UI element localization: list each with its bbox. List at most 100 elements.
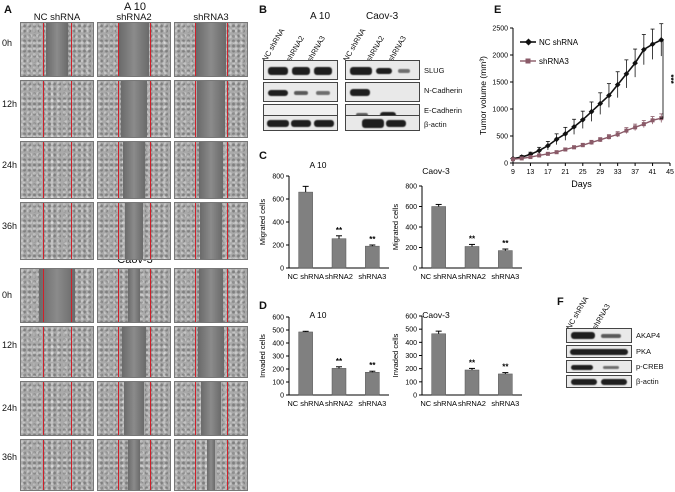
legend-marker: [524, 38, 533, 46]
wound-edge-line: [195, 382, 197, 435]
wound-edge-line: [42, 142, 44, 198]
data-point: [632, 60, 638, 66]
blot-f-protein-label: PKA: [636, 347, 652, 356]
wound-micrograph: [20, 22, 94, 77]
wound-micrograph: [20, 141, 94, 199]
wound-micrograph: [20, 439, 94, 491]
wound-edge-line: [118, 327, 120, 377]
wound-micrograph: [174, 141, 248, 199]
blot-a10-actin: [263, 115, 338, 131]
y-tick-label: 200: [272, 367, 284, 374]
blot-a10-slug: [263, 60, 338, 80]
y-axis-label: Tumor volume (mm³): [478, 56, 488, 135]
x-tick-label: shRNA2: [458, 399, 486, 408]
data-point: [606, 92, 612, 99]
wound-edge-line: [71, 382, 73, 435]
x-axis-label: Days: [571, 179, 592, 189]
wound-gap: [199, 269, 223, 322]
wound-edge-line: [195, 142, 197, 198]
wound-gap: [206, 440, 216, 490]
wound-micrograph: [97, 22, 171, 77]
wound-edge-line: [149, 327, 151, 377]
wound-edge-line: [226, 327, 228, 377]
wound-edge-line: [42, 382, 44, 435]
wound-edge-line: [195, 440, 197, 490]
wound-edge-line: [42, 327, 44, 377]
wound-micrograph: [174, 22, 248, 77]
series-line: [512, 39, 662, 160]
wound-micrograph: [97, 439, 171, 491]
significance-mark: **: [502, 363, 509, 372]
wound-gap: [200, 382, 222, 435]
y-tick-label: 0: [280, 266, 284, 273]
wound-edge-line: [71, 327, 73, 377]
significance-mark: **: [469, 358, 476, 367]
x-tick-label: 9: [511, 169, 515, 176]
wound-micrograph: [20, 381, 94, 436]
wound-edge-line: [226, 440, 228, 490]
data-point: [553, 136, 560, 143]
wound-gap: [121, 327, 147, 377]
chart-title: Caov-3: [422, 310, 450, 320]
panel-letter-a: A: [4, 4, 12, 16]
x-tick-label: shRNA2: [325, 399, 353, 408]
x-tick-label: NC shRNA: [420, 399, 457, 408]
wound-micrograph: [97, 141, 171, 199]
significance-mark: **: [369, 361, 376, 370]
x-tick-label: 37: [631, 169, 639, 176]
x-tick-label: 29: [596, 169, 604, 176]
wound-gap: [128, 269, 140, 322]
wound-edge-line: [226, 23, 228, 76]
y-tick-label: 1000: [492, 107, 508, 114]
panel-a-col-head: shRNA3: [193, 12, 229, 23]
row-label: 24h: [2, 403, 18, 413]
x-tick-label: NC shRNA: [287, 399, 324, 408]
wound-edge-line: [226, 269, 228, 322]
blot-f-actin: [566, 375, 632, 388]
y-tick-label: 2000: [492, 53, 508, 60]
x-tick-label: shRNA2: [458, 272, 486, 281]
legend-marker: [525, 58, 531, 64]
y-tick-label: 500: [272, 328, 284, 335]
significance-mark: **: [502, 239, 509, 248]
data-point: [597, 100, 604, 107]
x-tick-label: 17: [544, 169, 552, 176]
y-tick-label: 0: [280, 393, 284, 400]
wound-edge-line: [149, 203, 151, 259]
y-tick-label: 100: [405, 379, 417, 386]
wound-gap: [198, 142, 224, 198]
significance-mark: **: [336, 357, 343, 366]
wound-edge-line: [195, 203, 197, 259]
blot-a10-ncad: [263, 82, 338, 102]
data-point: [572, 145, 577, 150]
y-tick-label: 200: [405, 245, 417, 252]
blot-cellline-caov3: Caov-3: [366, 11, 399, 22]
wound-micrograph: [174, 268, 248, 323]
y-tick-label: 0: [504, 161, 508, 168]
blot-f-pka: [566, 345, 632, 358]
wound-gap: [200, 203, 222, 259]
wound-edge-line: [195, 269, 197, 322]
blot-caov3-actin: [345, 115, 420, 131]
x-tick-label: shRNA3: [358, 399, 386, 408]
wound-edge-line: [118, 23, 120, 76]
significance-mark: ***: [666, 74, 675, 84]
row-label: 24h: [2, 160, 18, 170]
wound-edge-line: [118, 269, 120, 322]
data-point: [589, 140, 594, 145]
wound-edge-line: [149, 269, 151, 322]
wound-micrograph: [174, 202, 248, 260]
wound-gap: [118, 23, 150, 76]
significance-mark: **: [369, 235, 376, 244]
panel-a-top-title: A 10: [123, 1, 147, 13]
wound-edge-line: [195, 327, 197, 377]
y-tick-label: 500: [496, 134, 508, 141]
blot-protein-label: β-actin: [424, 120, 447, 129]
x-tick-label: NC shRNA: [420, 272, 457, 281]
significance-bracket: [660, 39, 664, 119]
data-point: [579, 116, 586, 123]
x-tick-label: 45: [666, 169, 674, 176]
row-label: 0h: [2, 38, 13, 48]
data-point: [545, 151, 550, 156]
